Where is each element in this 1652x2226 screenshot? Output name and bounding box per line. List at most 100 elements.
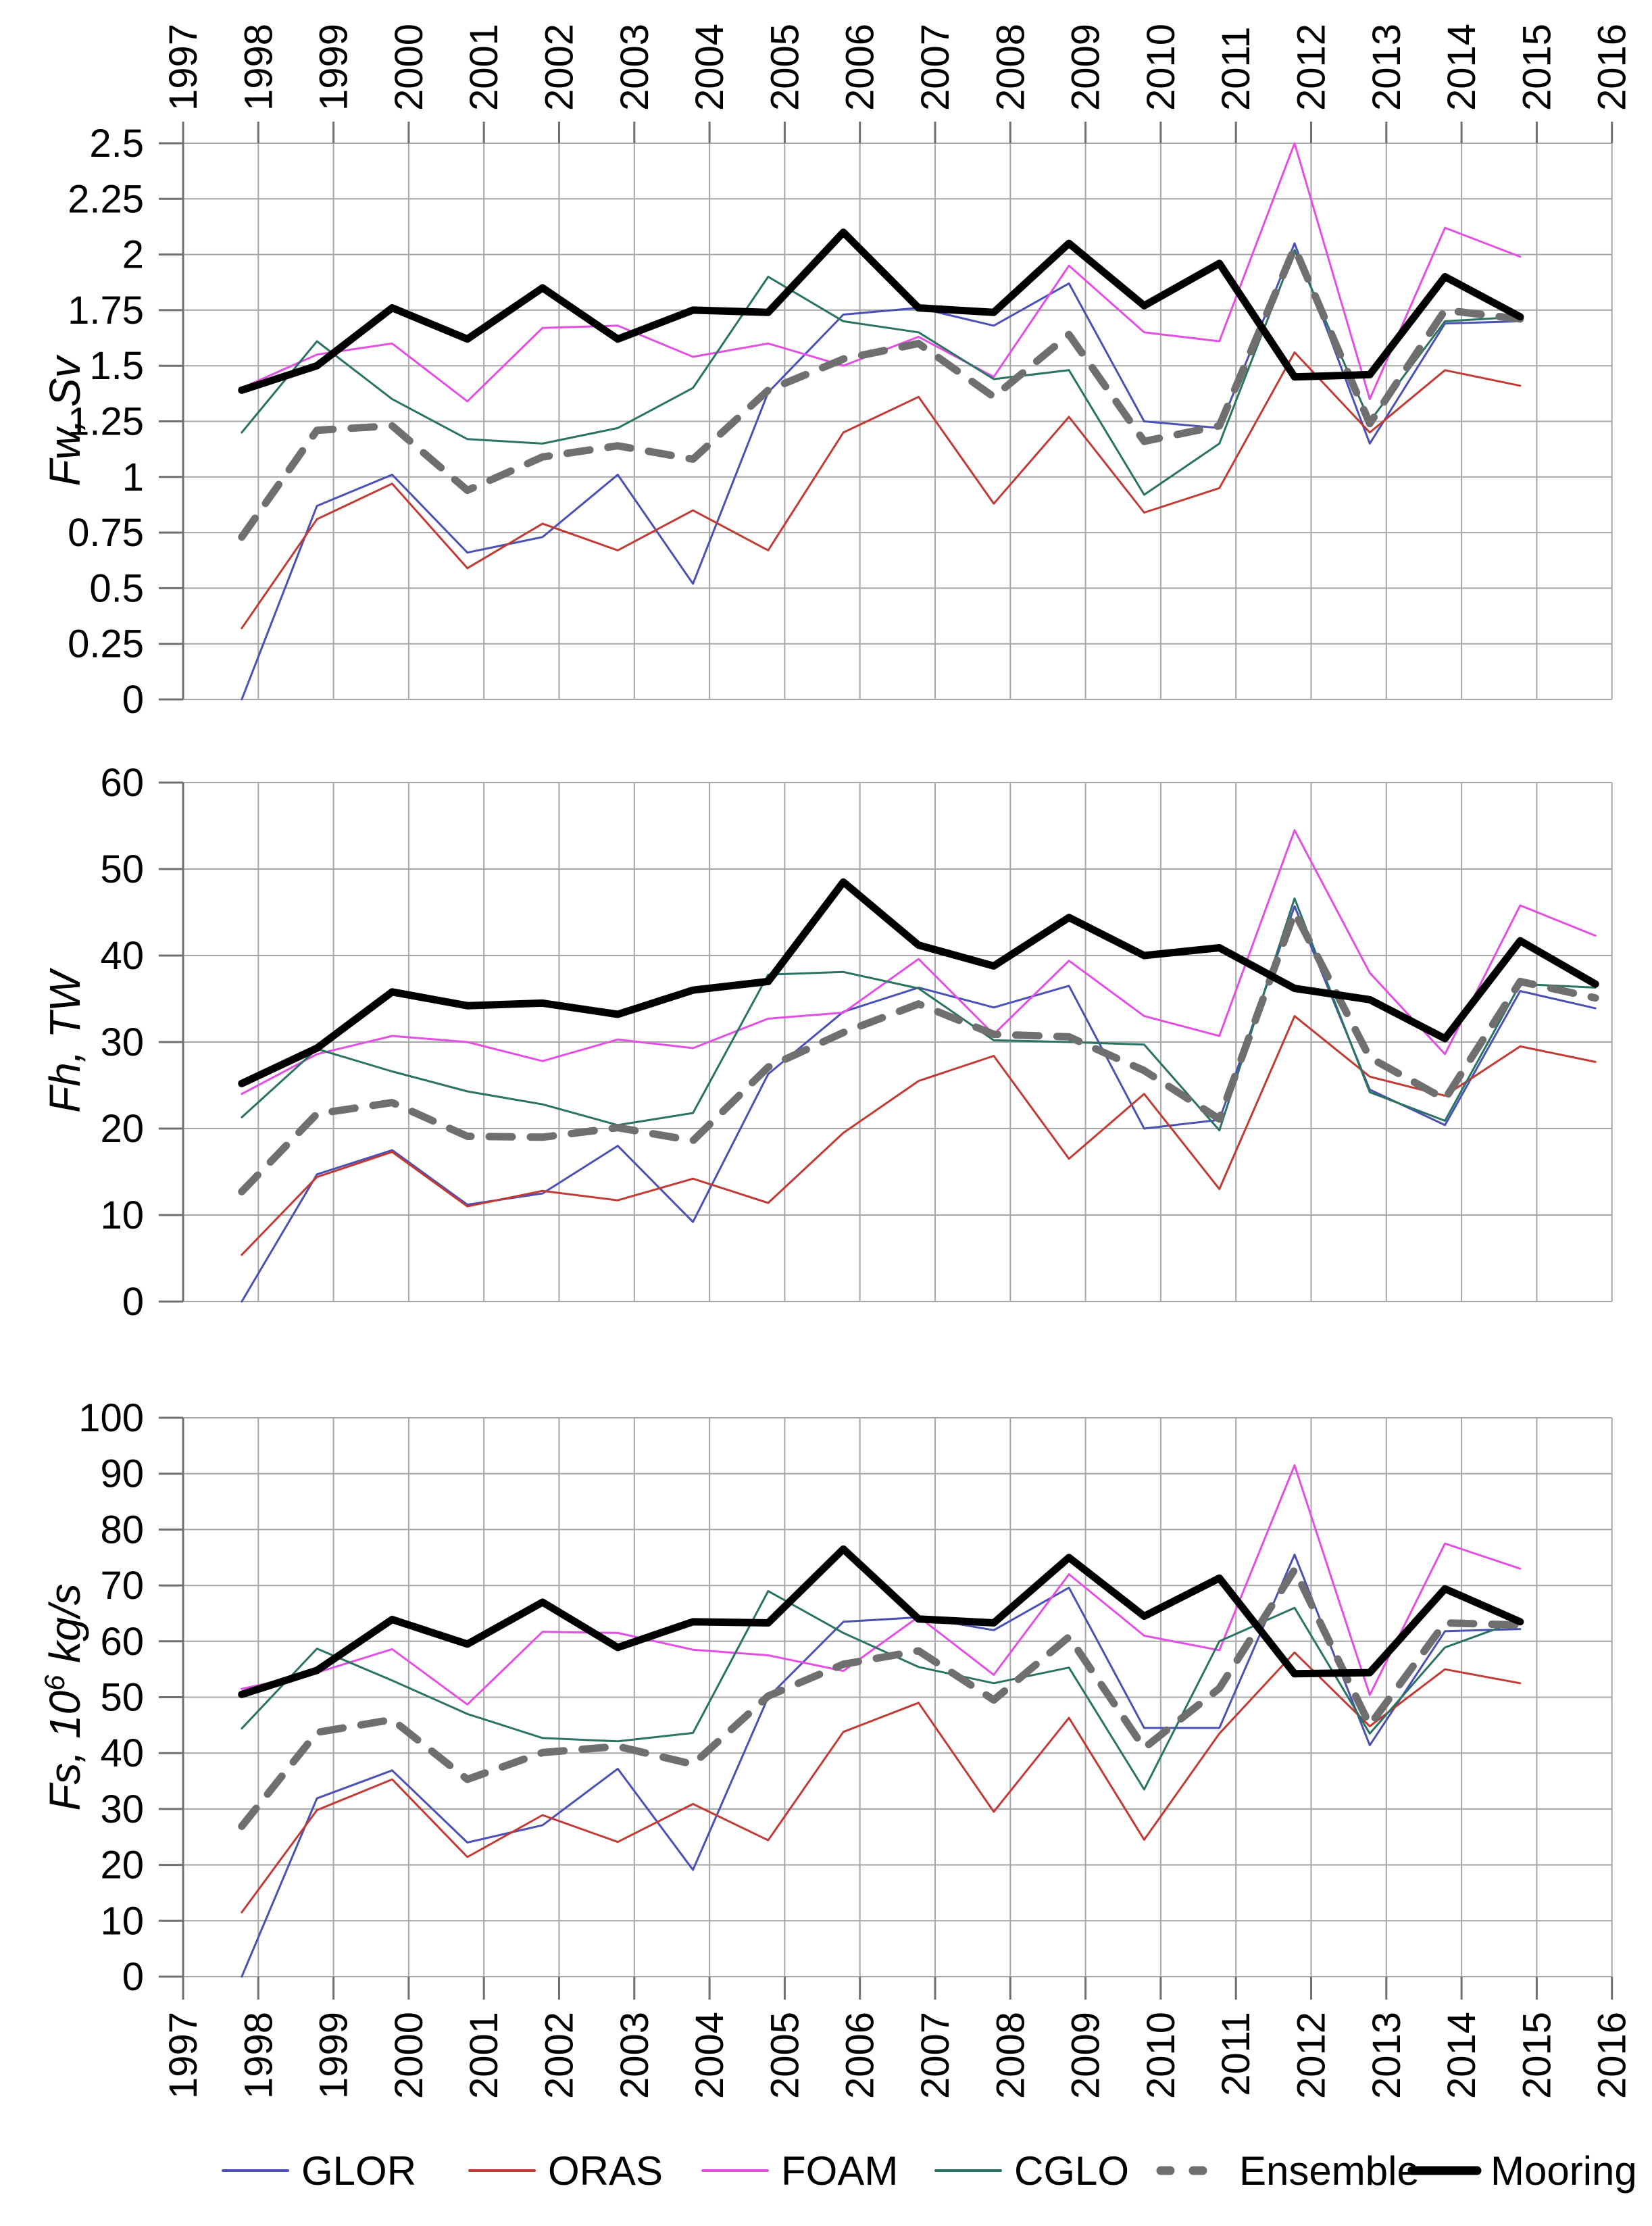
bottom-x-tick-label: 2003 (613, 2012, 657, 2099)
y-tick-label: 0.25 (68, 622, 144, 666)
y-tick-label: 1.5 (89, 344, 144, 388)
top-x-tick-label: 1998 (236, 24, 280, 111)
top-x-tick-label: 1997 (161, 24, 205, 111)
bottom-x-tick-label: 2011 (1214, 2012, 1258, 2096)
series-line-mooring-panel3 (238, 1545, 1524, 1698)
y-tick-label: 2.5 (89, 122, 144, 166)
top-x-tick-label: 2013 (1365, 24, 1409, 111)
top-x-tick-label: 2005 (763, 24, 807, 111)
y-axis-title: Fh, TW (41, 968, 89, 1113)
bottom-x-tick-label: 2012 (1290, 2012, 1334, 2099)
bottom-x-tick-label: 2005 (763, 2012, 807, 2099)
legend-label-glor: GLOR (301, 2148, 416, 2194)
top-x-tick-label: 2002 (538, 24, 582, 111)
series-line-glor-panel2 (241, 905, 1597, 1303)
y-tick-label: 100 (78, 1396, 144, 1440)
series-line-oras-panel3 (241, 1651, 1522, 1914)
y-tick-label: 90 (100, 1452, 144, 1496)
legend-item-foam: FOAM (701, 2148, 898, 2194)
top-x-tick-label: 2000 (387, 24, 431, 111)
bottom-x-tick-label: 2010 (1139, 2012, 1183, 2099)
bottom-x-tick-label: 2002 (538, 2012, 582, 2099)
y-tick-label: 40 (100, 934, 144, 978)
legend-item-oras: ORAS (468, 2148, 663, 2194)
y-tick-label: 0 (122, 1280, 144, 1324)
series-line-oras-panel2 (241, 1015, 1597, 1256)
series-line-glor-panel3 (241, 1554, 1522, 1978)
y-tick-label: 0 (122, 1955, 144, 1999)
y-tick-label: 10 (100, 1193, 144, 1237)
top-x-tick-label: 2003 (613, 24, 657, 111)
bottom-x-tick-label: 2006 (838, 2012, 882, 2099)
bottom-x-tick-label: 2014 (1440, 2012, 1484, 2099)
series-line-foam-panel2 (241, 828, 1597, 1095)
top-x-tick-label: 1999 (312, 24, 356, 111)
series-line-ensemble-panel3 (238, 1566, 1524, 1830)
series-line-foam-panel3 (241, 1464, 1522, 1706)
bottom-x-tick-label: 2004 (688, 2012, 732, 2099)
top-x-tick-label: 2015 (1515, 24, 1559, 111)
top-x-tick-label: 2014 (1440, 24, 1484, 111)
top-x-tick-label: 2001 (462, 24, 506, 111)
y-tick-label: 2 (122, 233, 144, 277)
y-tick-label: 10 (100, 1899, 144, 1943)
series-line-cglo-panel3 (241, 1589, 1522, 1791)
bottom-x-tick-label: 2009 (1064, 2012, 1108, 2099)
top-x-tick-label: 2009 (1064, 24, 1108, 111)
y-tick-label: 30 (100, 1787, 144, 1831)
series-line-mooring-panel2 (238, 878, 1599, 1087)
y-tick-label: 70 (100, 1564, 144, 1608)
legend-item-mooring: Mooring (1407, 2148, 1637, 2194)
legend-item-ensemble: Ensemble (1156, 2148, 1420, 2194)
y-tick-label: 80 (100, 1508, 144, 1552)
bottom-x-tick-label: 2008 (988, 2012, 1032, 2099)
top-x-tick-label: 2011 (1214, 26, 1258, 111)
series-line-mooring-panel1 (238, 228, 1524, 394)
bottom-x-tick-label: 2015 (1515, 2012, 1559, 2099)
series-line-oras-panel1 (241, 351, 1522, 630)
bottom-x-tick-label: 1998 (236, 2012, 280, 2099)
y-tick-label: 0 (122, 678, 144, 722)
series-line-glor-panel1 (241, 242, 1522, 701)
series-line-cglo-panel2 (241, 897, 1597, 1132)
y-tick-label: 1 (122, 455, 144, 499)
y-tick-label: 0.75 (68, 511, 144, 555)
y-tick-label: 1.25 (68, 400, 144, 444)
legend-item-glor: GLOR (222, 2148, 416, 2194)
legend: GLOR ORAS FOAM CGLO Ensemble Mooring (222, 2148, 1637, 2194)
series-line-ensemble-panel1 (238, 244, 1524, 541)
bottom-x-tick-label: 1997 (161, 2012, 205, 2099)
bottom-x-tick-label: 2016 (1591, 2012, 1634, 2099)
y-tick-label: 50 (100, 847, 144, 891)
y-tick-label: 30 (100, 1020, 144, 1064)
legend-label-oras: ORAS (548, 2148, 663, 2194)
y-tick-label: 50 (100, 1676, 144, 1720)
y-tick-label: 0.5 (89, 566, 144, 610)
axes-layer (159, 122, 1613, 2000)
y-tick-label: 20 (100, 1844, 144, 1887)
bottom-x-tick-label: 2001 (462, 2012, 506, 2099)
y-tick-label: 2.25 (68, 177, 144, 221)
bottom-x-tick-label: 2013 (1365, 2012, 1409, 2099)
y-axis-title: Fs, 106 kg/s (39, 1583, 90, 1810)
top-x-tick-label: 2010 (1139, 24, 1183, 111)
bottom-x-tick-label: 2007 (913, 2012, 957, 2099)
y-tick-label: 60 (100, 1620, 144, 1664)
y-tick-label: 40 (100, 1731, 144, 1775)
legend-label-mooring: Mooring (1491, 2148, 1637, 2194)
bottom-x-tick-label: 1999 (312, 2012, 356, 2099)
top-x-tick-label: 2016 (1591, 24, 1634, 111)
y-axis-title: Fw, Sv (41, 353, 89, 486)
top-x-tick-label: 2006 (838, 24, 882, 111)
top-x-tick-label: 2008 (988, 24, 1032, 111)
top-x-tick-label: 2004 (688, 24, 732, 111)
legend-label-cglo: CGLO (1014, 2148, 1129, 2194)
legend-item-cglo: CGLO (934, 2148, 1129, 2194)
top-x-tick-label: 2012 (1290, 24, 1334, 111)
y-tick-label: 1.75 (68, 289, 144, 332)
series-line-ensemble-panel2 (238, 908, 1599, 1195)
series-layer (238, 142, 1599, 1978)
legend-label-ensemble: Ensemble (1239, 2148, 1420, 2194)
